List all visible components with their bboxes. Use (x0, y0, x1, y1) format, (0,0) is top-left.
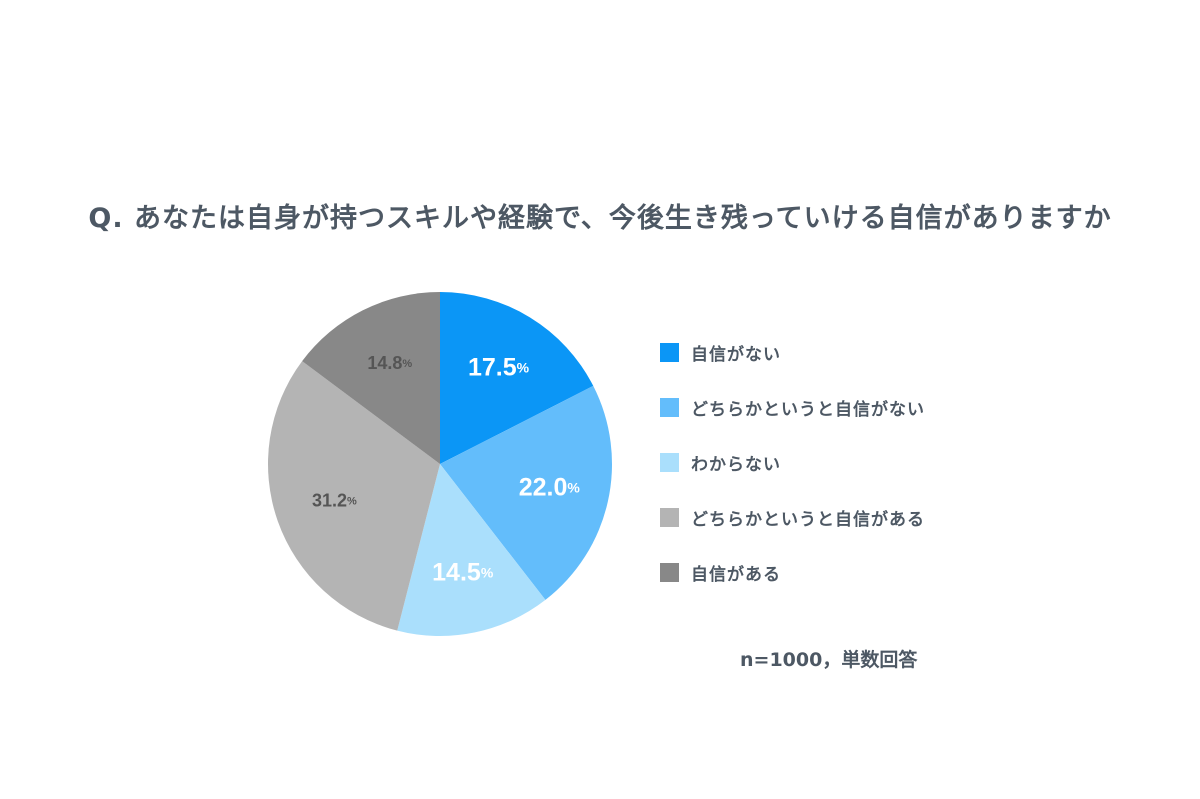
legend-swatch (660, 562, 679, 582)
legend-swatch (660, 342, 679, 362)
pie-slice (397, 464, 546, 636)
legend-swatch (660, 452, 679, 472)
legend: 自信がない どちらかというと自信がない わからない どちらかというと自信がある … (660, 338, 925, 613)
legend-item: わからない (660, 448, 925, 476)
slice-value-label: 14.8% (367, 353, 412, 373)
chart-title: Q. あなたは自身が持つスキルや経験で、今後生き残っていける自信がありますか (88, 203, 1112, 234)
pie-slice (440, 385, 612, 600)
sample-note: n=1000，単数回答 (740, 649, 918, 671)
legend-item: 自信がある (660, 558, 925, 586)
pie-slice (302, 292, 440, 464)
legend-label: わからない (691, 454, 781, 475)
slice-value-label: 14.5% (432, 558, 494, 586)
legend-label: 自信がない (691, 344, 781, 365)
legend-item: どちらかというと自信がある (660, 503, 925, 531)
pie-chart: 17.5% 22.0% 14.5% 31.2% 14.8% (267, 292, 612, 636)
legend-label: どちらかというと自信がある (691, 509, 925, 530)
slice-value-label: 31.2% (312, 490, 357, 510)
legend-label: どちらかというと自信がない (691, 399, 925, 420)
legend-item: 自信がない (660, 338, 925, 366)
slice-value-label: 22.0% (519, 473, 581, 501)
legend-swatch (660, 507, 679, 527)
legend-swatch (660, 397, 679, 417)
slice-value-label: 17.5% (468, 353, 530, 381)
legend-item: どちらかというと自信がない (660, 393, 925, 421)
pie-slice (267, 361, 440, 631)
pie-slice (440, 292, 594, 464)
legend-label: 自信がある (691, 564, 781, 585)
